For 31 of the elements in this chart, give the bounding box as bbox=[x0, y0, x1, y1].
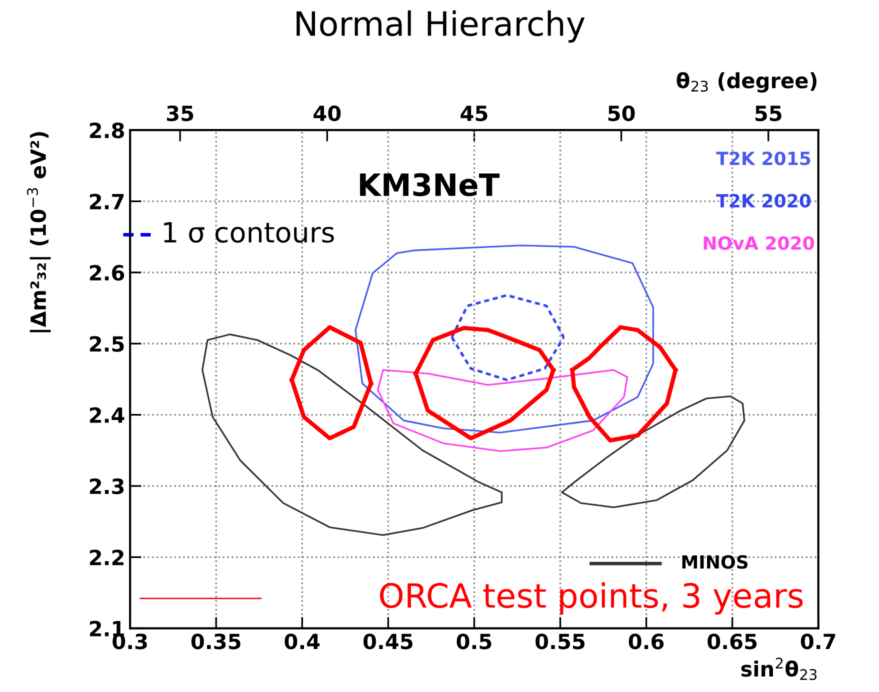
x-tick-label: 0.45 bbox=[363, 634, 412, 650]
x-tick-label: 0.35 bbox=[191, 634, 240, 650]
y-tick-label: 2.3 bbox=[90, 478, 124, 494]
annotation: KM3NeT bbox=[360, 173, 500, 196]
x2-tick-label: 35 bbox=[166, 105, 194, 122]
text: T2K 2020 bbox=[716, 194, 811, 208]
x-tick-label: 0.4 bbox=[284, 634, 320, 650]
x2-tick-label: 40 bbox=[314, 105, 341, 122]
legend-label: MINOS bbox=[682, 555, 748, 569]
annotation: 1 σ contours bbox=[164, 222, 334, 243]
x-axis-title: sin$^{2}$θ$_{23}$ bbox=[741, 658, 817, 680]
x2-tick-label: 55 bbox=[755, 106, 782, 122]
x-tick-label: 0.7 bbox=[800, 634, 836, 650]
y-axis-title: |Δm²₃₂| (10$^{−3}$ eV²) bbox=[26, 132, 51, 332]
x2-axis-title: θ$_{23}$ (degree) bbox=[676, 72, 816, 93]
y-tick-label: 2.5 bbox=[90, 336, 124, 352]
y-tick-label: 2.8 bbox=[90, 122, 124, 138]
text: ORCA test points, 3 years bbox=[380, 582, 803, 615]
y-tick-label: 2.4 bbox=[90, 407, 124, 423]
x2-tick-label: 45 bbox=[460, 106, 488, 122]
text: NOvA 2020 bbox=[704, 236, 814, 250]
x-tick-label: 0.55 bbox=[536, 634, 584, 650]
x-tick-label: 0.6 bbox=[628, 634, 664, 650]
y-tick-label: 2.7 bbox=[90, 194, 124, 210]
y-tick-label: 2.6 bbox=[90, 264, 124, 281]
text: T2K 2015 bbox=[716, 152, 810, 166]
x-tick-label: 0.65 bbox=[708, 634, 757, 650]
chart-title: Normal Hierarchy bbox=[296, 10, 585, 43]
x-tick-label: 0.5 bbox=[456, 634, 492, 650]
y-tick-label: 2.2 bbox=[90, 550, 124, 566]
x2-tick-label: 50 bbox=[608, 105, 635, 122]
